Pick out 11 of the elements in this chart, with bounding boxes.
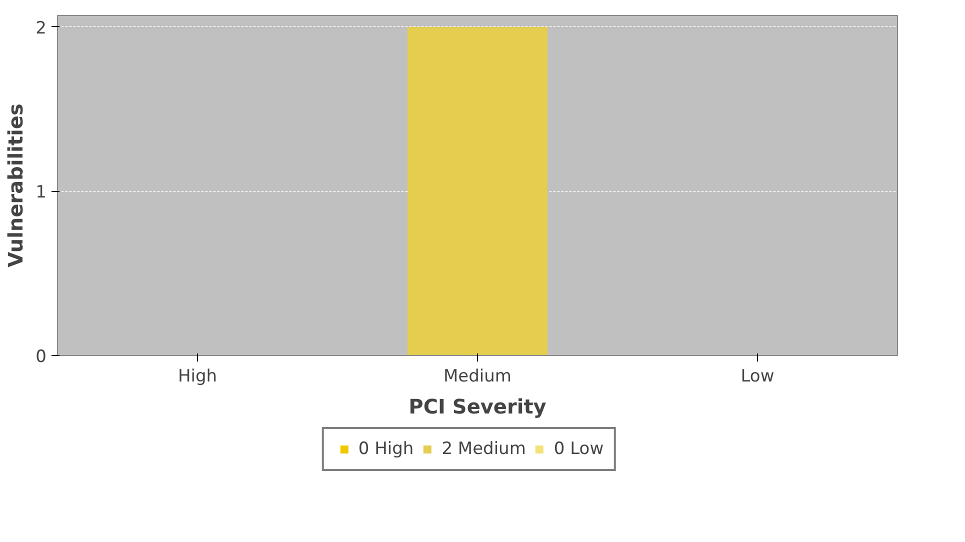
y-tick-label: 0: [36, 347, 47, 367]
legend-label: 2 Medium: [442, 438, 526, 458]
y-axis-title: Vulnerabilities: [4, 104, 28, 268]
x-tick-label: Low: [740, 366, 774, 386]
legend-label: 0 High: [358, 438, 414, 458]
x-tick-label: High: [178, 366, 218, 386]
x-axis-title: PCI Severity: [408, 394, 546, 418]
x-tick-label: Medium: [444, 366, 512, 386]
y-tick-label: 2: [36, 18, 47, 38]
legend-label: 0 Low: [554, 438, 604, 458]
y-tick-label: 1: [36, 182, 47, 203]
